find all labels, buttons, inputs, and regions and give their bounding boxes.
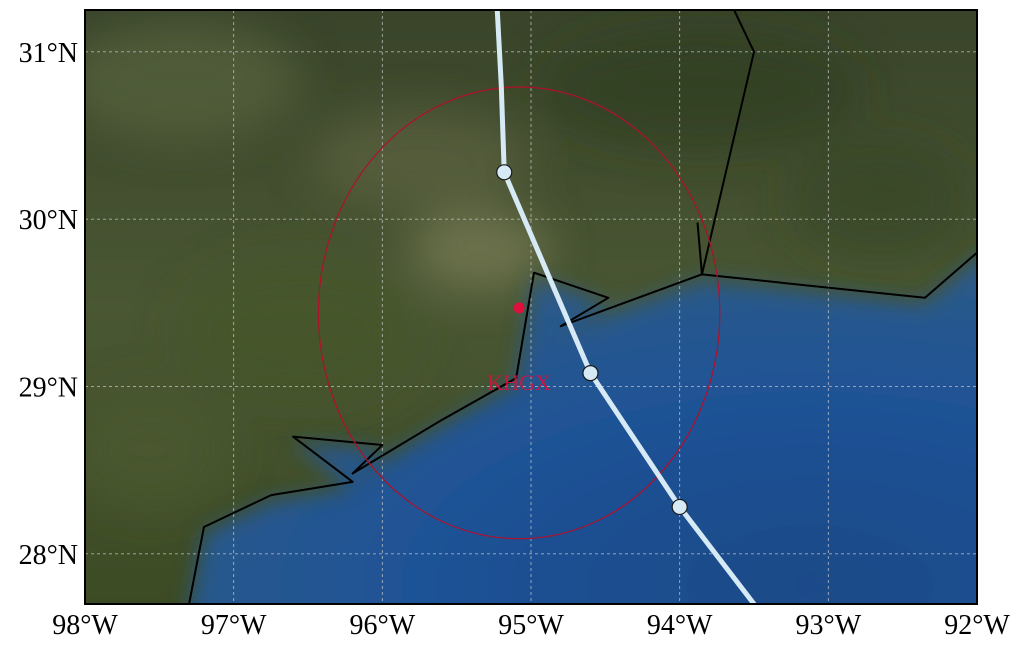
longitude-tick-label: 93°W (796, 610, 862, 641)
longitude-tick-label: 92°W (944, 610, 1010, 641)
latitude-tick-label: 31°N (19, 38, 78, 69)
longitude-tick-label: 98°W (52, 610, 118, 641)
storm-track-point[interactable] (496, 164, 513, 181)
radar-site-marker[interactable] (513, 302, 525, 314)
gridlines (85, 10, 977, 604)
longitude-tick-label: 96°W (350, 610, 416, 641)
storm-track-point[interactable] (582, 364, 599, 382)
boundary-line (696, 10, 755, 276)
radar-range-ring (317, 86, 721, 540)
storm-track[interactable] (494, 2, 757, 604)
longitude-tick-label: 95°W (498, 610, 564, 641)
longitude-tick-label: 94°W (647, 610, 713, 641)
state-boundaries (188, 10, 977, 604)
land-texture (85, 20, 970, 510)
boundary-line (188, 251, 977, 604)
latitude-tick-label: 29°N (19, 372, 78, 403)
latitude-tick-label: 30°N (19, 205, 78, 236)
map-frame (84, 9, 978, 605)
gulf-water (190, 258, 977, 604)
storm-track-point[interactable] (671, 498, 688, 516)
latitude-tick-label: 28°N (19, 540, 78, 571)
longitude-tick-label: 97°W (201, 610, 267, 641)
longitude-tick-labels: 98°W 97°W 96°W 95°W 94°W 93°W 92°W (52, 610, 1010, 641)
latitude-tick-labels: 28°N 29°N 30°N 31°N (19, 38, 78, 571)
radar-site-label: KHGX (487, 370, 551, 395)
